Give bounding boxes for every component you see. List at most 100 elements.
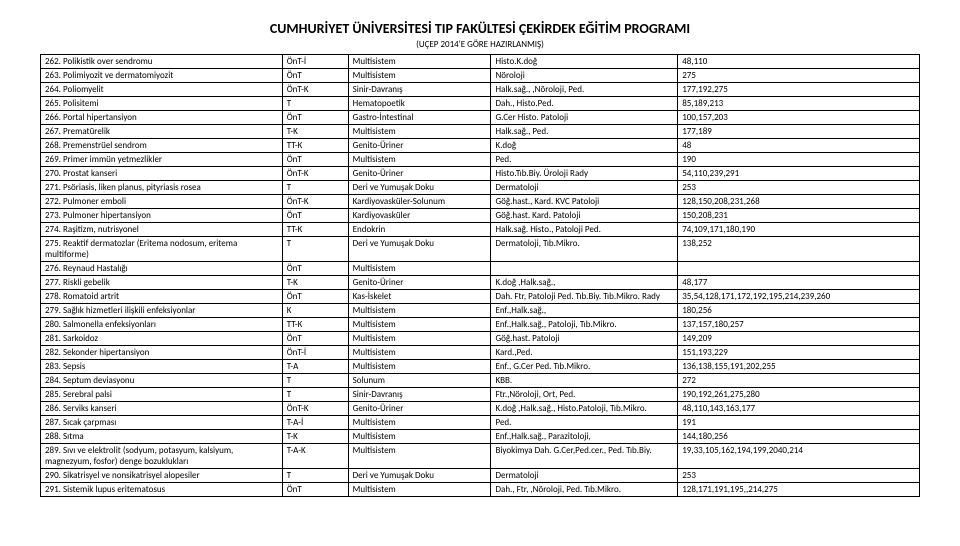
row-name: 262. Polikistik over sendromu [41, 55, 283, 69]
row-codes: 177,192,275 [678, 83, 920, 97]
row-codes: 128,171,191,195,,214,275 [678, 483, 920, 497]
table-row: 281. SarkoidozÖnTMultisistemGöğ.hast. Pa… [41, 332, 920, 346]
row-name: 263. Polimiyozit ve dermatomiyozit [41, 69, 283, 83]
table-row: 286. Serviks kanseriÖnT-KGenito-ÜrinerK.… [41, 402, 920, 416]
row-name: 266. Portal hipertansiyon [41, 111, 283, 125]
row-dept: K.doğ ,Halk.sağ., Histo.Patoloji, Tıb.Mi… [491, 402, 678, 416]
row-codes: 48,177 [678, 276, 920, 290]
row-codes [678, 262, 920, 276]
row-codes: 74,109,171,180,190 [678, 223, 920, 237]
row-dept: Halk.sağ., Ped. [491, 125, 678, 139]
row-name: 282. Sekonder hipertansiyon [41, 346, 283, 360]
row-name: 287. Sıcak çarpması [41, 416, 283, 430]
table-row: 272. Pulmoner emboliÖnT-KKardiyovasküler… [41, 195, 920, 209]
table-row: 287. Sıcak çarpmasıT-A-İMultisistemPed.1… [41, 416, 920, 430]
row-code: ÖnT [282, 111, 348, 125]
page-subtitle: (UÇEP 2014'E GÖRE HAZIRLANMIŞ) [40, 39, 920, 50]
row-system: Multisistem [348, 483, 491, 497]
row-name: 275. Reaktif dermatozlar (Eritema nodosu… [41, 237, 283, 262]
table-row: 276. Reynaud HastalığıÖnTMultisistem [41, 262, 920, 276]
row-code: ÖnT [282, 69, 348, 83]
row-system: Sinir-Davranış [348, 388, 491, 402]
row-name: 290. Sikatrisyel ve nonsikatrisyel alope… [41, 469, 283, 483]
row-dept: Kard.,Ped. [491, 346, 678, 360]
row-codes: 100,157,203 [678, 111, 920, 125]
row-dept: Halk.sağ. Histo., Patoloji Ped. [491, 223, 678, 237]
row-codes: 35,54,128,171,172,192,195,214,239,260 [678, 290, 920, 304]
row-dept: Dah., Histo.Ped. [491, 97, 678, 111]
row-system: Multisistem [348, 125, 491, 139]
row-code: ÖnT-K [282, 195, 348, 209]
table-row: 263. Polimiyozit ve dermatomiyozitÖnTMul… [41, 69, 920, 83]
row-system: Multisistem [348, 318, 491, 332]
row-codes: 275 [678, 69, 920, 83]
row-dept: Dah., Ftr, ,Nöroloji, Ped. Tıb.Mikro. [491, 483, 678, 497]
row-code: ÖnT-K [282, 167, 348, 181]
row-code: T-K [282, 430, 348, 444]
row-system: Deri ve Yumuşak Doku [348, 237, 491, 262]
row-codes: 272 [678, 374, 920, 388]
row-dept: KBB. [491, 374, 678, 388]
row-codes: 150,208,231 [678, 209, 920, 223]
row-system: Multisistem [348, 360, 491, 374]
row-dept: Göğ.hast. Patoloji [491, 332, 678, 346]
row-name: 270. Prostat kanseri [41, 167, 283, 181]
row-name: 267. Prematürelik [41, 125, 283, 139]
row-code: ÖnT [282, 262, 348, 276]
row-code: ÖnT-K [282, 402, 348, 416]
table-row: 266. Portal hipertansiyonÖnTGastro-İntes… [41, 111, 920, 125]
row-codes: 136,138,155,191,202,255 [678, 360, 920, 374]
table-row: 269. Primer immün yetmezliklerÖnTMultisi… [41, 153, 920, 167]
row-system: Genito-Üriner [348, 402, 491, 416]
row-dept: K.doğ ,Halk.sağ., [491, 276, 678, 290]
row-codes: 151,193,229 [678, 346, 920, 360]
row-system: Gastro-İntestinal [348, 111, 491, 125]
table-row: 283. SepsisT-AMultisistemEnf., G.Cer Ped… [41, 360, 920, 374]
table-row: 264. PoliomyelitÖnT-KSinir-DavranışHalk.… [41, 83, 920, 97]
row-codes: 48 [678, 139, 920, 153]
table-row: 273. Pulmoner hipertansiyonÖnTKardiyovas… [41, 209, 920, 223]
table-row: 265. PolisitemiTHematopoetikDah., Histo.… [41, 97, 920, 111]
row-code: T [282, 97, 348, 111]
row-name: 269. Primer immün yetmezlikler [41, 153, 283, 167]
row-name: 283. Sepsis [41, 360, 283, 374]
row-code: TT-K [282, 318, 348, 332]
row-code: T-K [282, 125, 348, 139]
row-dept: Nöroloji [491, 69, 678, 83]
row-code: T-A [282, 360, 348, 374]
row-code: T [282, 388, 348, 402]
row-name: 279. Sağlık hizmetleri ilişkili enfeksiy… [41, 304, 283, 318]
row-system: Multisistem [348, 262, 491, 276]
row-system: Deri ve Yumuşak Doku [348, 469, 491, 483]
row-name: 271. Psöriasis, liken planus, pityriasis… [41, 181, 283, 195]
row-code: T [282, 237, 348, 262]
table-row: 267. PrematürelikT-KMultisistemHalk.sağ.… [41, 125, 920, 139]
table-row: 285. Serebral palsiTSinir-DavranışFtr.,N… [41, 388, 920, 402]
row-dept: Dermatoloji, Tıb.Mikro. [491, 237, 678, 262]
row-dept: Dah. Ftr, Patoloji Ped. Tıb.Biy. Tıb.Mik… [491, 290, 678, 304]
row-code: T [282, 181, 348, 195]
row-system: Deri ve Yumuşak Doku [348, 181, 491, 195]
row-codes: 85,189,213 [678, 97, 920, 111]
row-system: Multisistem [348, 69, 491, 83]
row-code: T-A-İ [282, 416, 348, 430]
table-row: 270. Prostat kanseriÖnT-KGenito-ÜrinerHi… [41, 167, 920, 181]
row-codes: 253 [678, 469, 920, 483]
row-codes: 128,150,208,231,268 [678, 195, 920, 209]
row-name: 264. Poliomyelit [41, 83, 283, 97]
row-code: TT-K [282, 223, 348, 237]
row-code: ÖnT [282, 483, 348, 497]
row-name: 277. Riskli gebelik [41, 276, 283, 290]
row-code: ÖnT-İ [282, 55, 348, 69]
row-dept: Biyokimya Dah. G.Cer,Ped.cer., Ped. Tıb.… [491, 444, 678, 469]
row-codes: 54,110,239,291 [678, 167, 920, 181]
table-row: 289. Sıvı ve elektrolit (sodyum, potasyu… [41, 444, 920, 469]
row-dept: Enf.,Halk.sağ., Parazitoloji, [491, 430, 678, 444]
row-name: 281. Sarkoidoz [41, 332, 283, 346]
row-dept: Enf., G.Cer Ped. Tıb.Mikro. [491, 360, 678, 374]
table-row: 275. Reaktif dermatozlar (Eritema nodosu… [41, 237, 920, 262]
row-name: 284. Septum deviasyonu [41, 374, 283, 388]
row-codes: 180,256 [678, 304, 920, 318]
row-name: 289. Sıvı ve elektrolit (sodyum, potasyu… [41, 444, 283, 469]
row-system: Genito-Üriner [348, 139, 491, 153]
